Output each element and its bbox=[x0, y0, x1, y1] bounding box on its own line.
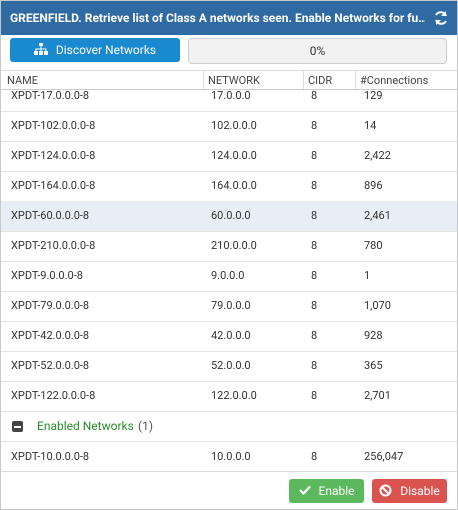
table-cell: 8 bbox=[311, 209, 318, 222]
table-cell: XPDT-122.0.0.0-8 bbox=[11, 389, 96, 402]
ban-icon bbox=[379, 484, 392, 497]
network-icon bbox=[33, 43, 48, 55]
table-cell: XPDT-9.0.0.0-8 bbox=[11, 269, 83, 282]
table-cell: XPDT-79.0.0.0-8 bbox=[11, 299, 90, 312]
group-label: Enabled Networks bbox=[37, 419, 134, 433]
table-cell: 896 bbox=[364, 179, 383, 192]
table-row: XPDT-102.0.0.0-8 102.0.0.0 8 14 bbox=[1, 111, 457, 142]
table-cell: 8 bbox=[311, 149, 318, 162]
table-row: XPDT-42.0.0.0-8 42.0.0.0 8 928 bbox=[1, 321, 457, 352]
table-cell: XPDT-10.0.0.0-8 bbox=[11, 450, 90, 463]
table-row: XPDT-124.0.0.0-8 124.0.0.0 8 2,422 bbox=[1, 141, 457, 172]
table-cell: XPDT-60.0.0.0-8 bbox=[11, 209, 90, 222]
table-header: NAME NETWORK CIDR #Connections bbox=[1, 70, 457, 90]
table-cell: 365 bbox=[364, 359, 383, 372]
table-cell: 8 bbox=[311, 89, 318, 102]
table-cell: XPDT-42.0.0.0-8 bbox=[11, 329, 90, 342]
column-header: NETWORK bbox=[203, 71, 260, 89]
disable-label: Disable bbox=[400, 484, 440, 498]
table-cell: 60.0.0.0 bbox=[211, 209, 251, 222]
collapse-icon bbox=[12, 421, 23, 432]
table-cell: 42.0.0.0 bbox=[211, 329, 251, 342]
table-cell: 8 bbox=[311, 239, 318, 252]
table-cell: 256,047 bbox=[364, 450, 404, 463]
table-cell: 2,701 bbox=[364, 389, 391, 402]
progress-bar: 0% bbox=[188, 38, 447, 64]
table-cell: 8 bbox=[311, 269, 318, 282]
progress-text: 0% bbox=[309, 44, 326, 58]
column-header: NAME bbox=[7, 74, 38, 87]
table-cell: 2,422 bbox=[364, 149, 391, 162]
enable-label: Enable bbox=[318, 484, 355, 498]
table-row: XPDT-164.0.0.0-8 164.0.0.0 8 896 bbox=[1, 171, 457, 202]
table-row: XPDT-10.0.0.0-8 10.0.0.0 8 256,047 bbox=[1, 442, 457, 471]
table-row: XPDT-9.0.0.0-8 9.0.0.0 8 1 bbox=[1, 261, 457, 292]
table-cell: 79.0.0.0 bbox=[211, 299, 251, 312]
table-cell: XPDT-124.0.0.0-8 bbox=[11, 149, 96, 162]
table-cell: 164.0.0.0 bbox=[211, 179, 257, 192]
table-cell: 122.0.0.0 bbox=[211, 389, 257, 402]
table-cell: XPDT-52.0.0.0-8 bbox=[11, 359, 90, 372]
table-row: XPDT-210.0.0.0-8 210.0.0.0 8 780 bbox=[1, 231, 457, 262]
header: GREENFIELD. Retrieve list of Class A net… bbox=[1, 1, 457, 35]
table-row: XPDT-60.0.0.0-8 60.0.0.0 8 2,461 bbox=[1, 201, 457, 232]
footer bbox=[1, 471, 457, 509]
group-count: (1) bbox=[138, 419, 154, 433]
table-body: XPDT-17.0.0.0-8 17.0.0.0 8 129 XPDT-102.0.0.… bbox=[1, 89, 457, 471]
table-cell: 17.0.0.0 bbox=[211, 89, 251, 102]
table-cell: 8 bbox=[311, 179, 318, 192]
table-cell: 10.0.0.0 bbox=[211, 450, 251, 463]
table-cell: XPDT-210.0.0.0-8 bbox=[11, 239, 96, 252]
table-cell: 928 bbox=[364, 329, 383, 342]
column-header: #Connections bbox=[355, 71, 428, 89]
check-icon bbox=[298, 485, 311, 496]
table-cell: 102.0.0.0 bbox=[211, 119, 257, 132]
disable-button[interactable]: Disable bbox=[372, 479, 447, 503]
table-cell: 1,070 bbox=[364, 299, 391, 312]
table-cell: 780 bbox=[364, 239, 383, 252]
table-cell: 1 bbox=[364, 269, 371, 282]
table-cell: XPDT-164.0.0.0-8 bbox=[11, 179, 96, 192]
enable-button[interactable]: Enable bbox=[289, 479, 364, 503]
table-cell: 8 bbox=[311, 299, 318, 312]
table-cell: 2,461 bbox=[364, 209, 391, 222]
table-cell: 8 bbox=[311, 450, 318, 463]
header-title: GREENFIELD. Retrieve list of Class A net… bbox=[10, 11, 425, 25]
table-cell: 8 bbox=[311, 359, 318, 372]
table-cell: XPDT-102.0.0.0-8 bbox=[11, 119, 96, 132]
table-cell: 52.0.0.0 bbox=[211, 359, 251, 372]
discover-button[interactable]: Discover Networks bbox=[10, 38, 180, 62]
table-row: XPDT-122.0.0.0-8 122.0.0.0 8 2,701 bbox=[1, 381, 457, 412]
table-row: XPDT-17.0.0.0-8 17.0.0.0 8 129 bbox=[1, 89, 457, 112]
table-row: XPDT-79.0.0.0-8 79.0.0.0 8 1,070 bbox=[1, 291, 457, 322]
table-cell: 8 bbox=[311, 329, 318, 342]
table-cell: 8 bbox=[311, 119, 318, 132]
column-header: CIDR bbox=[303, 71, 332, 89]
table-cell: 9.0.0.0 bbox=[211, 269, 245, 282]
discover-label: Discover Networks bbox=[55, 43, 157, 57]
group-row: Enabled Networks (1) bbox=[1, 411, 457, 442]
table-cell: 210.0.0.0 bbox=[211, 239, 257, 252]
table-cell: 124.0.0.0 bbox=[211, 149, 257, 162]
refresh-icon[interactable] bbox=[433, 10, 449, 26]
table-cell: 14 bbox=[364, 119, 377, 132]
table-cell: 129 bbox=[364, 89, 383, 102]
minus bbox=[14, 426, 21, 428]
table-cell: XPDT-17.0.0.0-8 bbox=[11, 89, 90, 102]
table-cell: 8 bbox=[311, 389, 318, 402]
table-row: XPDT-52.0.0.0-8 52.0.0.0 8 365 bbox=[1, 351, 457, 382]
